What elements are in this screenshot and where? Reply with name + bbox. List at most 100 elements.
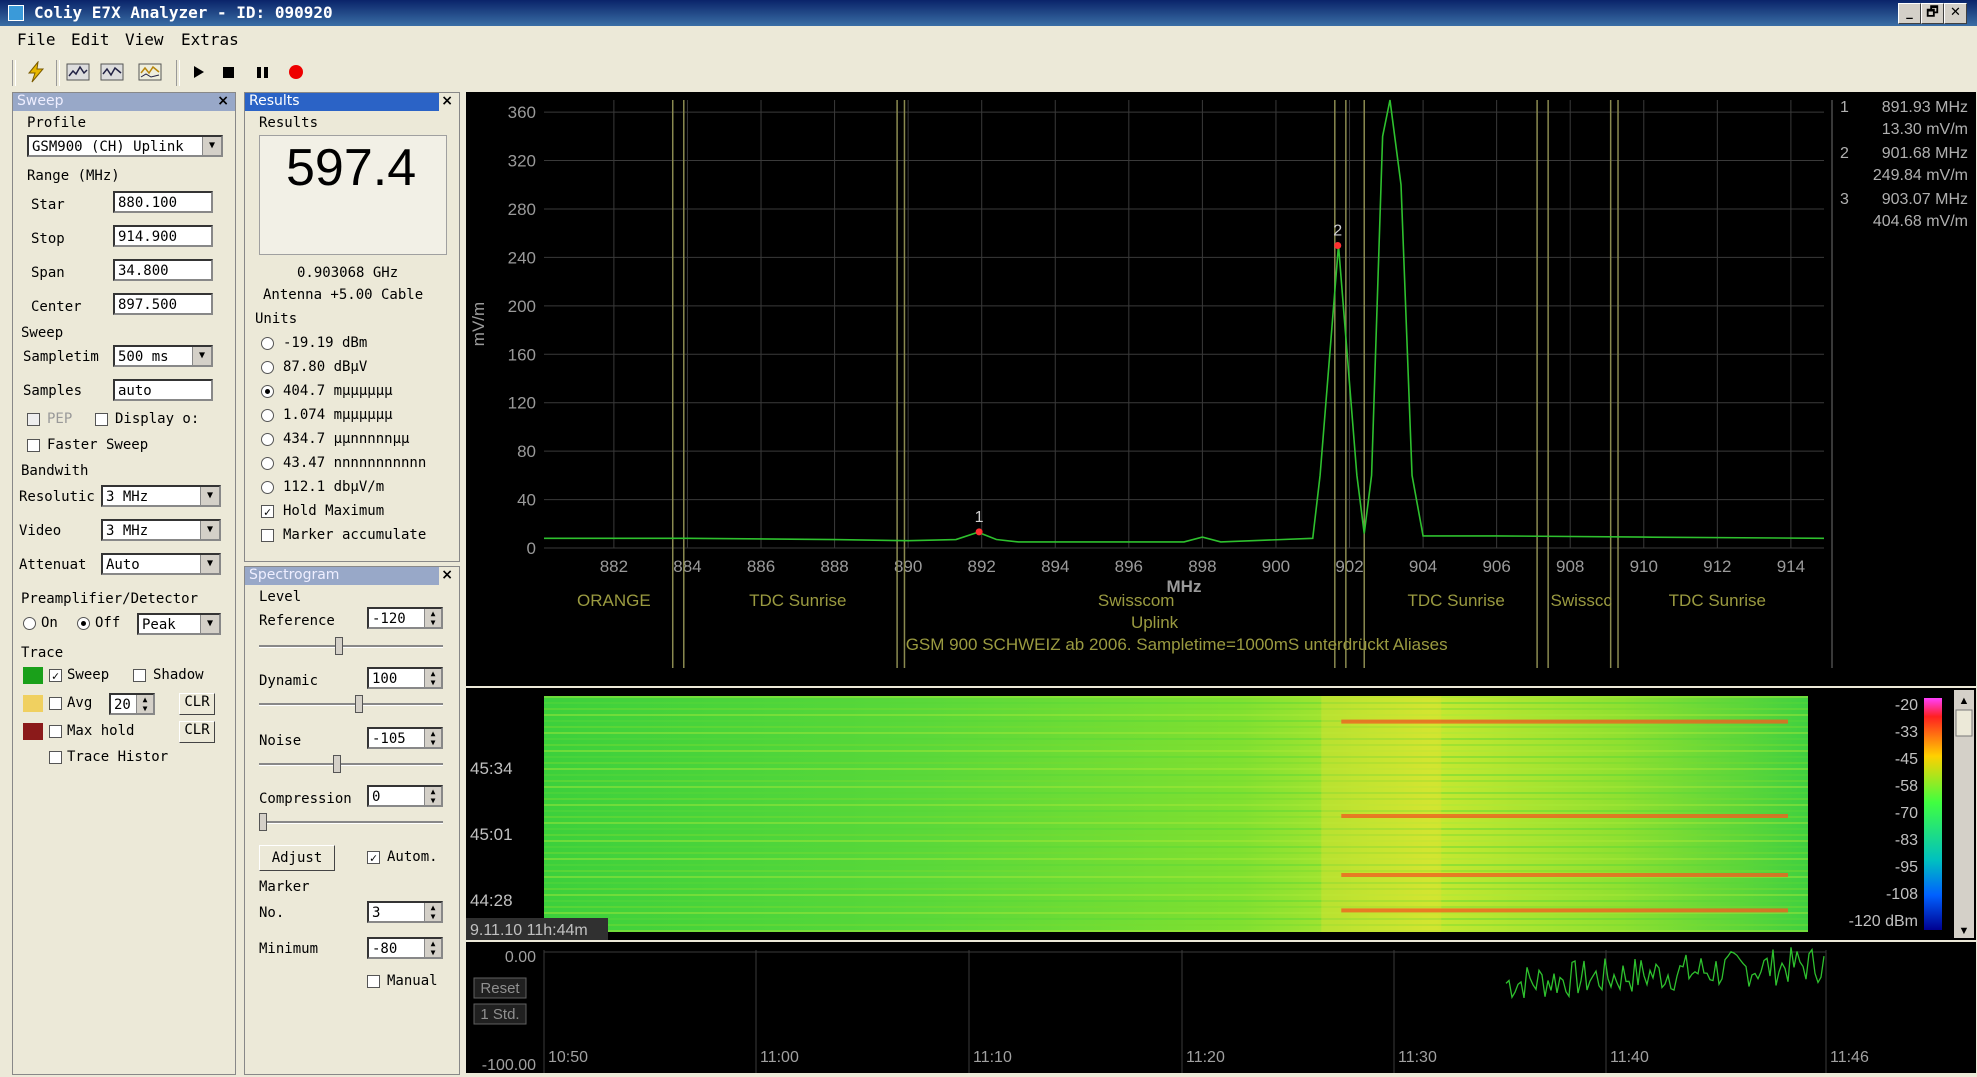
spectrogram-panel-close-icon[interactable]: × (441, 567, 453, 583)
sweep-color-swatch[interactable] (23, 667, 43, 684)
trace-sweep-checkbox[interactable]: ✓ (49, 669, 62, 682)
samples-input[interactable]: auto (113, 379, 213, 401)
sweep-panel-close-icon[interactable]: × (217, 93, 229, 109)
manual-checkbox[interactable] (367, 975, 380, 988)
pep-checkbox[interactable] (27, 413, 40, 426)
video-label: Video (19, 523, 62, 539)
spectrogram-streak (544, 822, 1808, 824)
pause-icon[interactable] (248, 58, 276, 86)
y-tick-label: 40 (517, 491, 536, 510)
close-button[interactable]: ✕ (1944, 3, 1967, 24)
unit-radio-4[interactable] (261, 409, 274, 422)
x-tick-label: 888 (820, 557, 848, 576)
trace-maxhold-checkbox[interactable] (49, 725, 62, 738)
marker-no-input[interactable]: 3 ▲ ▼ (367, 901, 443, 923)
spectrogram-streak (544, 870, 1808, 872)
x-tick-label: 882 (600, 557, 628, 576)
title-bar: Coliy E7X Analyzer - ID: 090920 _ 🗗 ✕ (0, 0, 1977, 26)
faster-sweep-checkbox[interactable] (27, 439, 40, 452)
spectrogram-streak (544, 786, 1808, 788)
trace-icon-3[interactable] (136, 58, 164, 86)
play-icon[interactable] (184, 58, 212, 86)
unit-radio-5[interactable] (261, 433, 274, 446)
preamp-off-radio[interactable] (77, 617, 90, 630)
stop-icon[interactable] (214, 58, 242, 86)
detector-select[interactable]: Peak ▼ (137, 613, 221, 635)
spectrogram-streak (544, 828, 1808, 830)
scrollbar-thumb (1955, 709, 1973, 737)
noise-label: Noise (259, 733, 302, 749)
compression-input[interactable]: 0 ▲ ▼ (367, 785, 443, 807)
spectrogram-streak (544, 864, 1808, 866)
lightning-icon[interactable] (22, 58, 50, 86)
avg-color-swatch[interactable] (23, 695, 43, 712)
marker-acc-checkbox[interactable] (261, 529, 274, 542)
sweep-panel: Sweep × Profile GSM900 (CH) Uplink ▼ Rang… (12, 92, 236, 1075)
unit-radio-dbuv[interactable] (261, 361, 274, 374)
record-icon[interactable] (282, 58, 310, 86)
trace-shadow-checkbox[interactable] (133, 669, 146, 682)
results-panel-close-icon[interactable]: × (441, 93, 453, 109)
trace-avg-checkbox[interactable] (49, 697, 62, 710)
profile-select[interactable]: GSM900 (CH) Uplink ▼ (27, 135, 223, 157)
trace-history-checkbox[interactable] (49, 751, 62, 764)
maxhold-color-swatch[interactable] (23, 723, 43, 740)
noise-input[interactable]: -105 ▲ ▼ (367, 727, 443, 749)
hold-max-checkbox[interactable]: ✓ (261, 505, 274, 518)
y-tick-label: 120 (508, 394, 536, 413)
dynamic-input[interactable]: 100 ▲ ▼ (367, 667, 443, 689)
display-checkbox[interactable] (95, 413, 108, 426)
span-input[interactable]: 34.800 (113, 259, 213, 281)
minimize-button[interactable]: _ (1898, 3, 1921, 24)
window-title: Coliy E7X Analyzer - ID: 090920 (34, 3, 333, 22)
spectrogram-streak (544, 834, 1808, 836)
spectrogram-time-label: 45:01 (470, 825, 513, 844)
x-tick-label: 904 (1409, 557, 1437, 576)
timeline-view[interactable]: 0.00 -100.00 Reset 1 Std. 10:50 11:00 11:10 11:… (466, 942, 1976, 1074)
maxhold-clear-button[interactable]: CLR (179, 721, 215, 743)
menu-extras[interactable]: Extras (181, 30, 239, 49)
spectrum-chart[interactable]: 360 320 280 240 200 160 120 80 40 0 882 884 886 888 89… (466, 92, 1976, 686)
reference-slider[interactable] (259, 637, 443, 655)
sampletime-select[interactable]: 500 ms ▼ (113, 345, 213, 367)
spectrogram-streak (544, 840, 1808, 842)
trace-icon-2[interactable] (98, 58, 126, 86)
dynamic-slider[interactable] (259, 695, 443, 713)
trace-icon-1[interactable] (64, 58, 92, 86)
unit-radio-7[interactable] (261, 481, 274, 494)
autom-checkbox[interactable]: ✓ (367, 851, 380, 864)
preamp-on-radio[interactable] (23, 617, 36, 630)
reference-input[interactable]: -120 ▲ ▼ (367, 607, 443, 629)
maximize-button[interactable]: 🗗 (1921, 3, 1944, 24)
compression-slider[interactable] (259, 813, 443, 831)
spectrogram-panel-title: Spectrogram (245, 567, 439, 585)
attenuator-select[interactable]: Auto ▼ (101, 553, 221, 575)
unit-radio-mvm[interactable] (261, 385, 274, 398)
marker-readout-no: 1 (1840, 99, 1849, 116)
spectrogram-view[interactable]: 45:34 45:01 44:28 9.11.10 11h:44m -20 -33 -45 -… (466, 688, 1976, 940)
avg-count-input[interactable]: 20 ▲ ▼ (109, 693, 155, 715)
color-scale-label: -33 (1895, 724, 1918, 741)
resolution-select[interactable]: 3 MHz ▼ (101, 485, 221, 507)
toolbar (0, 54, 1977, 90)
timeline-bottom-label: -100.00 (482, 1057, 536, 1073)
menu-file[interactable]: File (17, 30, 56, 49)
adjust-button[interactable]: Adjust (259, 845, 335, 871)
start-input[interactable]: 880.100 (113, 191, 213, 213)
unit-radio-dbm[interactable] (261, 337, 274, 350)
stop-input[interactable]: 914.900 (113, 225, 213, 247)
video-select[interactable]: 3 MHz ▼ (101, 519, 221, 541)
menu-edit[interactable]: Edit (71, 30, 110, 49)
unit-radio-6[interactable] (261, 457, 274, 470)
menu-view[interactable]: View (125, 30, 164, 49)
unit-7: 112.1 dbμV/m (283, 479, 385, 495)
spectrogram-streak (544, 708, 1808, 710)
color-scale-bar (1924, 698, 1942, 930)
minimum-input[interactable]: -80 ▲ ▼ (367, 937, 443, 959)
noise-slider[interactable] (259, 755, 443, 773)
unit-5: 434.7 μμnnnnnμμ (283, 431, 410, 447)
unit-dbuv: 87.80 dBμV (283, 359, 368, 375)
avg-clear-button[interactable]: CLR (179, 693, 215, 715)
center-input[interactable]: 897.500 (113, 293, 213, 315)
band-label: Swisscc (1551, 591, 1613, 610)
